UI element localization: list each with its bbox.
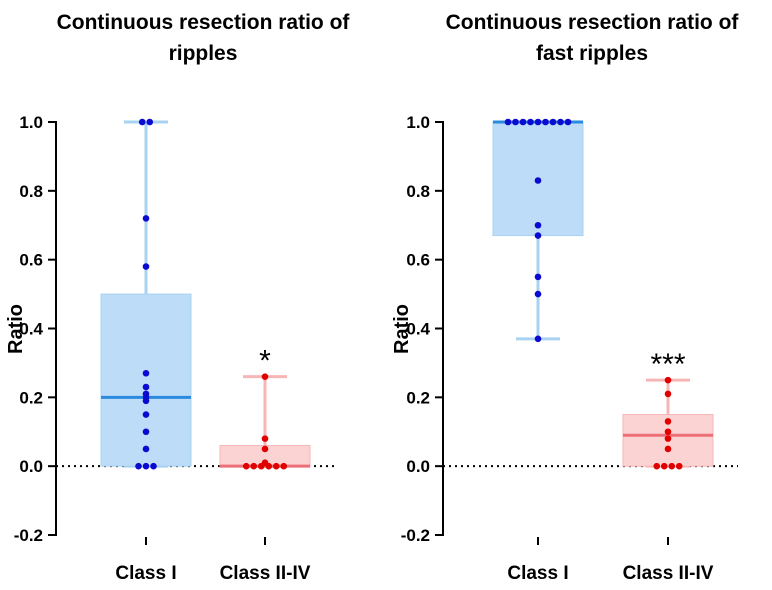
y-tick-label: 0.0 (19, 457, 43, 476)
panel-fast-ripples: Continuous resection ratio of fast rippl… (391, 11, 739, 584)
data-point (138, 118, 146, 126)
data-point (675, 462, 683, 470)
y-axis-label: Ratio (391, 304, 413, 354)
data-point (534, 273, 542, 281)
data-point (261, 435, 269, 442)
data-point (265, 462, 273, 470)
data-point (250, 462, 258, 470)
x-tick-label: Class II-IV (220, 563, 311, 584)
y-tick-label: 0.0 (406, 457, 430, 476)
data-point (142, 445, 150, 453)
data-point (142, 397, 150, 405)
data-point (512, 118, 519, 126)
data-point (664, 435, 672, 442)
data-point (142, 383, 150, 391)
data-point (664, 390, 672, 398)
significance-marker: *** (650, 348, 685, 381)
y-axis-label: Ratio (5, 304, 27, 354)
y-tick-label: 1.0 (406, 113, 430, 132)
data-point (261, 445, 269, 453)
y-tick-label: 0.2 (406, 388, 430, 407)
data-point (142, 428, 150, 436)
y-tick-label: 0.8 (19, 182, 43, 201)
data-point (257, 462, 265, 470)
data-point (664, 418, 672, 425)
y-tick-label: -0.2 (14, 526, 43, 545)
data-point (519, 118, 527, 126)
data-point (142, 411, 150, 418)
significance-marker: * (259, 345, 271, 378)
chart-title-line-1: Continuous resection ratio of (446, 11, 740, 34)
data-point (527, 118, 534, 126)
data-point (534, 177, 542, 184)
data-point (534, 118, 542, 126)
x-tick-label: Class I (507, 563, 568, 584)
box-iqr (100, 293, 192, 467)
data-point (668, 462, 676, 470)
y-tick-label: 0.6 (406, 251, 430, 270)
chart-title-line-2: fast ripples (536, 42, 648, 65)
data-point (557, 118, 564, 126)
data-point (660, 462, 668, 470)
y-tick-label: 0.2 (19, 388, 43, 407)
data-point (664, 445, 672, 453)
y-tick-label: 0.8 (406, 182, 430, 201)
y-tick-label: 0.4 (19, 320, 43, 339)
data-point (142, 263, 150, 270)
data-point (664, 376, 672, 384)
data-point (542, 118, 549, 126)
data-point (150, 462, 157, 470)
data-point (142, 215, 150, 222)
data-point (142, 369, 150, 377)
data-point (534, 232, 542, 239)
data-point (272, 462, 280, 470)
data-point (664, 428, 672, 436)
data-point (146, 118, 154, 126)
chart-title-line-2: ripples (169, 42, 238, 65)
data-point (280, 462, 288, 470)
x-tick-label: Class I (115, 563, 176, 584)
data-point (564, 118, 572, 126)
y-tick-label: 1.0 (19, 113, 43, 132)
panel-ripples: Continuous resection ratio of ripples Ra… (5, 11, 350, 584)
data-point (242, 462, 250, 470)
data-point (549, 118, 557, 126)
data-point (135, 462, 142, 470)
y-tick-label: 0.4 (406, 320, 430, 339)
data-point (534, 335, 542, 343)
data-point (534, 221, 542, 229)
chart-title-line-1: Continuous resection ratio of (57, 11, 351, 34)
data-point (653, 462, 661, 470)
data-point (142, 462, 150, 470)
y-tick-label: 0.6 (19, 251, 43, 270)
y-tick-label: -0.2 (401, 526, 430, 545)
data-point (504, 118, 512, 126)
data-point (261, 373, 269, 380)
data-point (534, 290, 542, 298)
plot-area: -0.2 0.0 0.2 0.4 0.6 0.8 1.0 Class I Class II-IV… (401, 113, 738, 584)
plot-area: -0.2 0.0 0.2 0.4 0.6 0.8 1.0 Class I Class II-IV… (14, 113, 335, 584)
x-tick-label: Class II-IV (623, 563, 714, 584)
